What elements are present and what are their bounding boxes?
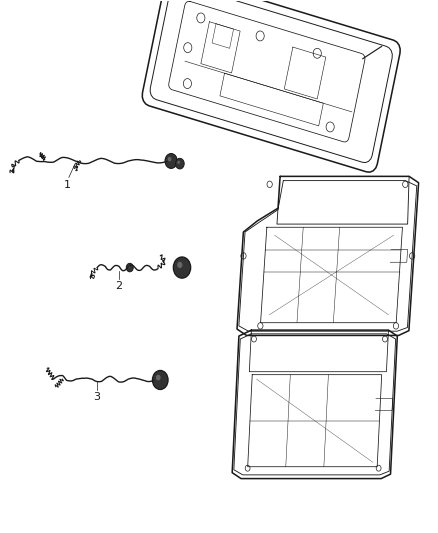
Circle shape <box>165 154 177 168</box>
Circle shape <box>128 265 130 268</box>
Circle shape <box>176 158 184 169</box>
Circle shape <box>177 161 180 164</box>
Circle shape <box>173 257 191 278</box>
Circle shape <box>177 262 183 268</box>
Circle shape <box>156 375 161 381</box>
Text: 3: 3 <box>94 392 101 402</box>
Circle shape <box>126 263 133 272</box>
Circle shape <box>168 157 171 161</box>
Text: 2: 2 <box>115 281 123 292</box>
Text: 1: 1 <box>64 180 71 190</box>
Circle shape <box>152 370 168 390</box>
